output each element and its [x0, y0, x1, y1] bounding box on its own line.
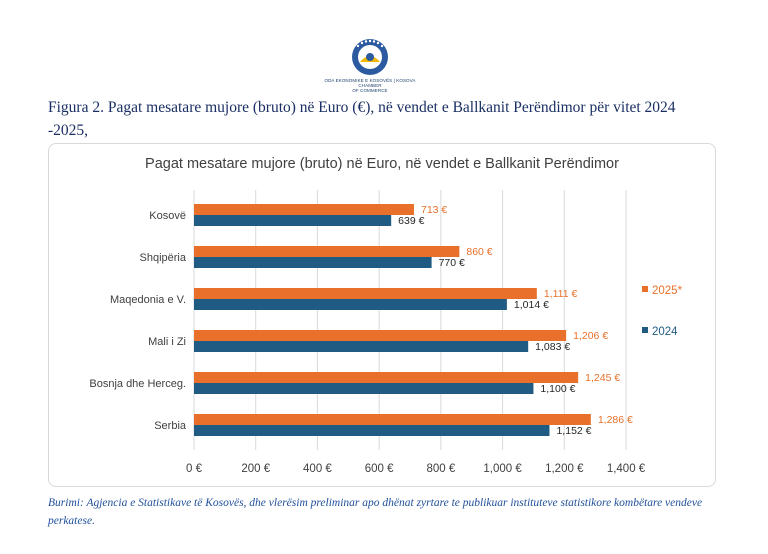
bar-2025 — [194, 330, 567, 341]
data-label: 1,206 € — [573, 330, 608, 342]
bar-2025 — [194, 372, 579, 383]
x-tick-label: 800 € — [426, 463, 455, 475]
chart-title: Pagat mesatare mujore (bruto) në Euro, n… — [145, 156, 619, 172]
logo-caption-line1: ODA EKONOMIKE E KOSOVËS | KOSOVA CHAMBER — [324, 78, 416, 88]
bar-2024 — [194, 383, 534, 394]
logo — [340, 38, 400, 83]
data-label: 1,245 € — [585, 372, 620, 384]
legend-label-2024: 2024 — [652, 326, 678, 338]
data-label: 713 € — [421, 204, 447, 216]
data-label: 770 € — [439, 257, 465, 269]
bar-2024 — [194, 257, 432, 268]
source-note: Burimi: Agjencia e Statistikave të Kosov… — [48, 497, 703, 527]
category-label: Serbia — [154, 420, 187, 432]
category-label: Shqipëria — [140, 252, 187, 264]
logo-caption-line2: OF COMMERCE — [352, 88, 388, 93]
bar-2024 — [194, 299, 507, 310]
data-label: 1,083 € — [535, 341, 570, 353]
chart-container: Pagat mesatare mujore (bruto) në Euro, n… — [48, 143, 716, 487]
bar-2025 — [194, 246, 460, 257]
bar-chart: 0 € 200 € 400 € 600 € 800 € 1,000 € 1,200 € 1,4… — [89, 190, 683, 475]
bar-2025 — [194, 288, 537, 299]
x-tick-label: 1,200 € — [545, 463, 584, 475]
bar-2024 — [194, 215, 392, 226]
x-tick-label: 600 € — [365, 463, 394, 475]
data-label: 1,100 € — [540, 383, 575, 395]
legend-swatch-2025 — [642, 286, 648, 292]
bar-2025 — [194, 414, 591, 425]
category-label: Bosnja dhe Herceg. — [89, 378, 186, 390]
data-label: 860 € — [466, 246, 492, 258]
chamber-of-commerce-logo-icon — [352, 39, 388, 75]
bar-2024 — [194, 341, 529, 352]
category-label: Maqedonia e V. — [110, 294, 186, 306]
x-tick-label: 1,000 € — [483, 463, 522, 475]
data-label: 1,286 € — [598, 414, 633, 426]
data-label: 1,014 € — [514, 299, 549, 311]
data-label: 1,152 € — [556, 425, 591, 437]
category-label: Mali i Zi — [148, 336, 186, 348]
data-label: 1,111 € — [544, 288, 578, 300]
bar-2025 — [194, 204, 415, 215]
figure-title: Figura 2. Pagat mesatare mujore (bruto) … — [48, 99, 676, 139]
x-tick-label: 200 € — [241, 463, 270, 475]
data-label: 639 € — [398, 215, 424, 227]
legend-swatch-2024 — [642, 327, 648, 333]
x-tick-label: 0 € — [186, 463, 203, 475]
x-tick-label: 1,400 € — [607, 463, 646, 475]
logo-caption: ODA EKONOMIKE E KOSOVËS | KOSOVA CHAMBER… — [320, 78, 420, 93]
category-label: Kosovë — [149, 210, 186, 222]
bar-2024 — [194, 425, 550, 436]
x-tick-label: 400 € — [303, 463, 332, 475]
legend-label-2025: 2025* — [652, 285, 683, 297]
